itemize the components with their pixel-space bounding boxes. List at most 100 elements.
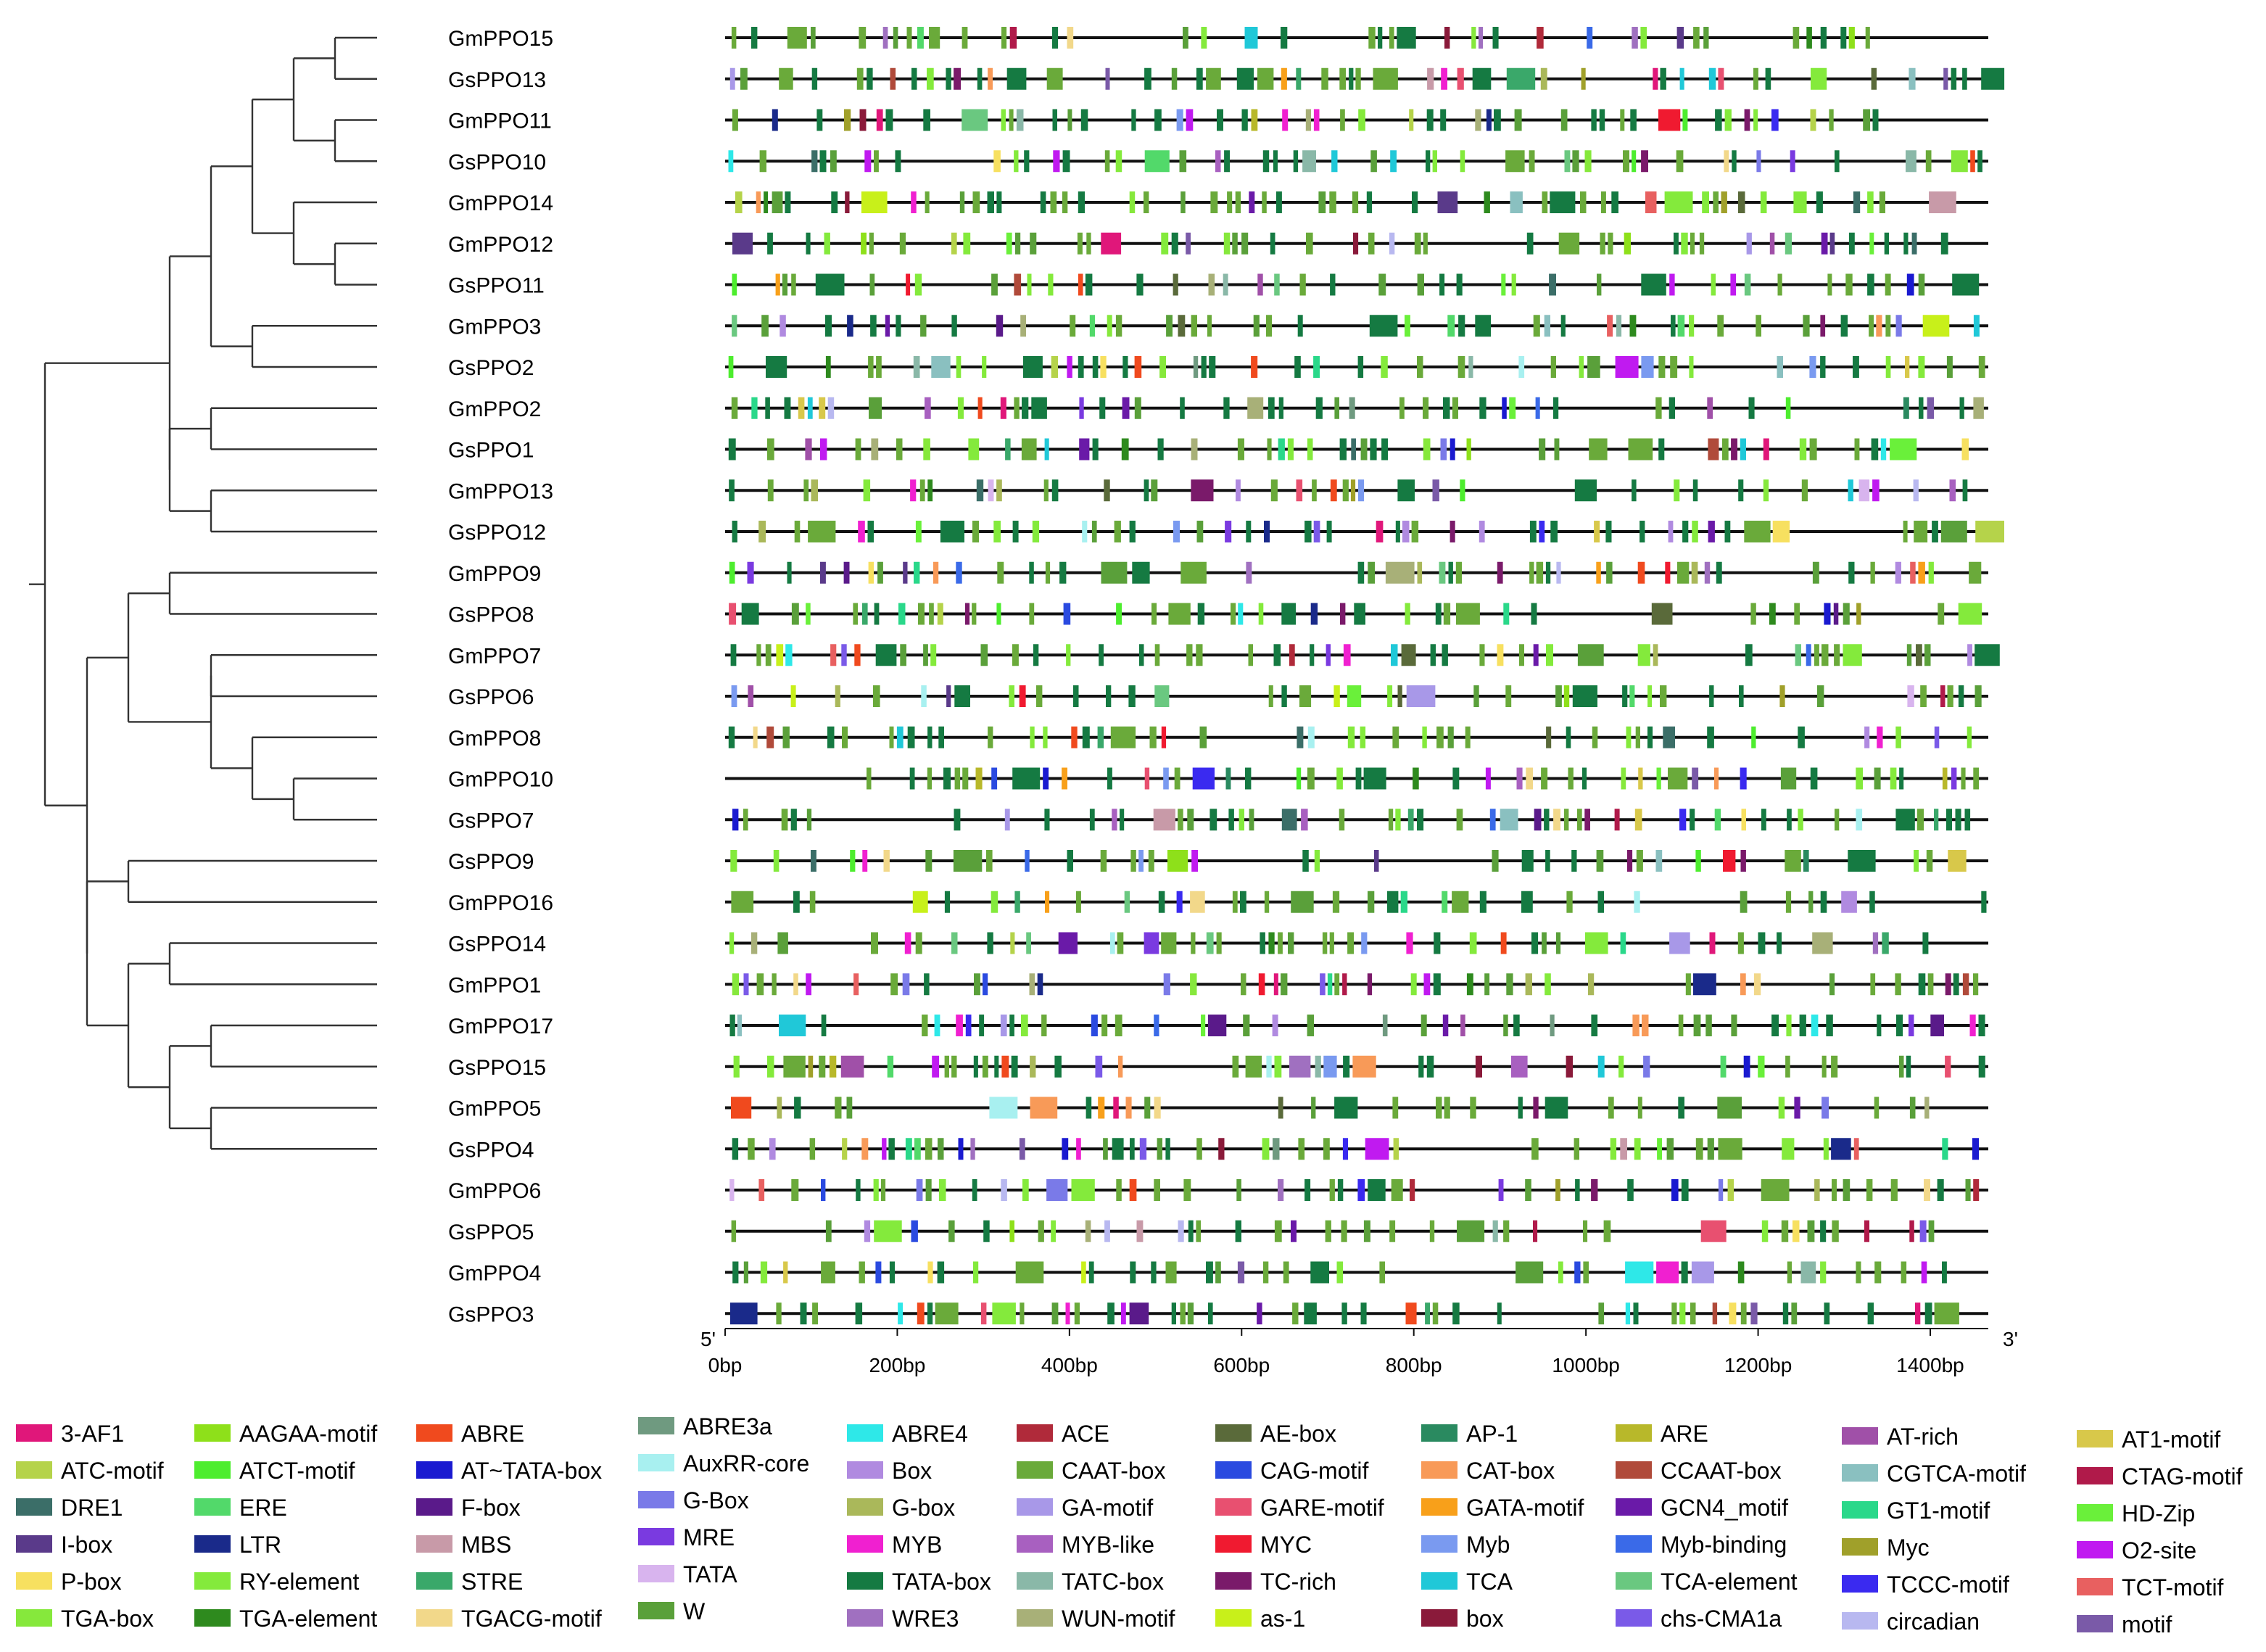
motif-box bbox=[1744, 109, 1750, 131]
motif-box bbox=[1928, 1220, 1935, 1242]
motif-box bbox=[1790, 150, 1795, 173]
motif-box bbox=[806, 809, 812, 831]
motif-box bbox=[1273, 973, 1278, 996]
motif-box bbox=[1713, 191, 1719, 213]
motif-box bbox=[843, 561, 850, 584]
three-prime-label: 3' bbox=[2003, 1328, 2018, 1350]
motif-box bbox=[846, 1096, 853, 1119]
motif-box bbox=[1186, 109, 1194, 131]
motif-box bbox=[1692, 973, 1716, 996]
motif-box bbox=[925, 850, 933, 872]
legend-swatch bbox=[194, 1424, 231, 1442]
legend-item: 3-AF1 bbox=[16, 1421, 124, 1447]
motif-box bbox=[1808, 891, 1814, 913]
motif-box bbox=[1591, 1179, 1598, 1201]
motif-box bbox=[1554, 438, 1560, 461]
motif-box bbox=[1021, 1015, 1028, 1036]
motif-box bbox=[1191, 932, 1196, 954]
motif-box bbox=[1442, 1015, 1449, 1036]
motif-box bbox=[1927, 397, 1935, 419]
motif-box bbox=[751, 27, 758, 49]
motif-box bbox=[1787, 809, 1792, 831]
motif-box bbox=[1423, 973, 1431, 996]
motif-box bbox=[1605, 521, 1612, 542]
motif-box bbox=[1343, 1055, 1350, 1078]
motif-box bbox=[1798, 809, 1803, 831]
motif-box bbox=[1938, 603, 1945, 625]
legend-swatch bbox=[194, 1609, 231, 1627]
motif-box bbox=[869, 232, 874, 255]
motif-box bbox=[1168, 603, 1191, 625]
motif-box bbox=[1820, 27, 1827, 49]
motif-box bbox=[1632, 1015, 1639, 1036]
motif-box bbox=[1373, 67, 1398, 90]
motif-box bbox=[1339, 438, 1347, 461]
motif-box bbox=[1856, 1261, 1861, 1284]
motif-box bbox=[1973, 397, 1984, 419]
motif-box bbox=[1832, 1179, 1837, 1201]
motif-box bbox=[1206, 1261, 1213, 1284]
motif-box bbox=[1492, 850, 1499, 872]
motif-box bbox=[1556, 561, 1561, 584]
motif-box bbox=[1000, 1015, 1007, 1036]
motif-box bbox=[1909, 1015, 1914, 1036]
motif-box bbox=[1531, 603, 1537, 625]
motif-box bbox=[1952, 273, 1980, 296]
motif-box bbox=[1545, 973, 1551, 996]
motif-box bbox=[1101, 232, 1122, 255]
motif-box bbox=[729, 1302, 758, 1325]
motif-box bbox=[794, 521, 801, 542]
motif-box bbox=[1785, 397, 1791, 419]
motif-box bbox=[1247, 397, 1264, 419]
legend-label: STRE bbox=[461, 1569, 523, 1595]
motif-box bbox=[1366, 191, 1373, 213]
motif-box bbox=[1962, 973, 1969, 996]
motif-box bbox=[1940, 685, 1945, 707]
motif-box bbox=[1330, 273, 1336, 296]
motif-box bbox=[1503, 1015, 1508, 1036]
motif-box bbox=[1302, 150, 1316, 173]
motif-box bbox=[1626, 726, 1632, 748]
axis-tick-label: 1400bp bbox=[1896, 1354, 1964, 1376]
motif-box bbox=[1044, 438, 1049, 461]
motif-box bbox=[1848, 479, 1853, 502]
motif-box bbox=[1001, 1179, 1007, 1201]
motif-box bbox=[861, 191, 888, 213]
motif-box bbox=[1905, 356, 1910, 378]
motif-box bbox=[1154, 109, 1162, 131]
motif-box bbox=[1243, 1015, 1250, 1036]
legend-item: TATA bbox=[638, 1561, 737, 1587]
motif-box bbox=[983, 973, 988, 996]
motif-box bbox=[1311, 1096, 1316, 1119]
legend-swatch bbox=[847, 1424, 883, 1442]
motif-box bbox=[1082, 521, 1088, 542]
motif-box bbox=[1951, 67, 1957, 90]
motif-box bbox=[853, 973, 859, 996]
motif-box bbox=[1896, 1015, 1903, 1036]
motif-box bbox=[1410, 973, 1417, 996]
motif-box bbox=[937, 603, 943, 625]
motif-box bbox=[870, 315, 877, 337]
motif-box bbox=[1019, 1138, 1025, 1160]
motif-box bbox=[898, 603, 906, 625]
motif-box bbox=[1831, 1055, 1838, 1078]
motif-box bbox=[1625, 1302, 1631, 1325]
motif-box bbox=[1970, 150, 1975, 173]
motif-box bbox=[1352, 1055, 1376, 1078]
motif-box bbox=[1107, 767, 1112, 790]
motif-box bbox=[1339, 809, 1345, 831]
motif-box bbox=[1800, 1261, 1816, 1284]
motif-box bbox=[1136, 1220, 1144, 1242]
motif-box bbox=[1163, 973, 1170, 996]
motif-box bbox=[729, 479, 735, 502]
motif-box bbox=[918, 603, 925, 625]
gene-label: GmPPO16 bbox=[448, 891, 553, 915]
motif-box bbox=[1750, 603, 1756, 625]
motif-box bbox=[1432, 479, 1439, 502]
motif-box bbox=[1820, 315, 1826, 337]
legend-label: TGA-box bbox=[61, 1606, 154, 1632]
motif-box bbox=[1368, 561, 1375, 584]
motif-box bbox=[1281, 973, 1288, 996]
legend-item: Myc bbox=[1842, 1535, 1930, 1561]
motif-box bbox=[925, 191, 930, 213]
